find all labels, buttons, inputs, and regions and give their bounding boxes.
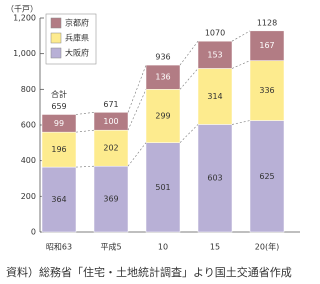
bar-segment [197,40,233,69]
value-label: 99 [54,119,64,128]
value-label: 336 [259,86,274,95]
legend-label: 大阪府 [65,48,89,58]
value-label: 100 [103,117,118,126]
bar-segment [249,120,285,233]
legend-swatch [50,32,62,44]
connector [231,30,251,42]
bar-segment [145,142,181,233]
connector [127,64,147,113]
y-tick-label: 0 [31,228,36,237]
y-tick-label: 1,200 [13,14,36,23]
y-tick-label: 400 [21,156,36,165]
connector [231,60,251,69]
connector [179,124,199,143]
value-label: 299 [155,111,170,120]
y-tick-label: 600 [21,121,36,130]
bar-segment [197,68,233,125]
total-label: 936 [155,53,170,62]
legend-label: 京都府 [65,18,89,28]
y-tick-label: 1,000 [13,49,36,58]
value-label: 364 [51,195,66,204]
bar-segment [41,166,77,233]
x-tick-label: 20(年) [255,242,279,252]
y-axis-label: （千戸） [6,4,38,14]
connector [75,129,95,133]
bar-segment [41,131,77,168]
x-tick-label: 15 [210,243,220,252]
y-tick-label: 800 [21,85,36,94]
x-tick-label: 平成5 [100,242,121,252]
value-label: 369 [103,195,118,204]
source: 資料）総務省「住宅・土地統計調査」より国土交通省作成 [6,265,292,279]
value-label: 136 [155,73,170,82]
total-label: 671 [103,100,118,109]
connector [127,89,147,131]
value-label: 603 [207,174,222,183]
value-label: 167 [259,41,274,50]
total-label: 659 [51,102,66,111]
connector [179,68,199,90]
x-tick-label: 昭和63 [46,243,72,252]
connector [231,120,251,125]
value-label: 625 [259,172,274,181]
connector [75,165,95,168]
legend-swatch [50,17,62,29]
chart: （千戸） 資料）総務省「住宅・土地統計調査」より国土交通省作成 0 200 400 6… [6,4,300,279]
bar-segment [249,30,285,61]
bar-segment [41,114,77,133]
value-label: 202 [103,144,118,153]
value-label: 501 [155,183,170,192]
total-label: 1128 [257,18,277,27]
total-caption: 合計 [51,89,67,99]
bar-segment [145,64,181,90]
bar-segment [145,89,181,143]
value-label: 153 [207,50,222,59]
bar-segment [93,112,129,131]
value-label: 196 [51,145,66,154]
value-label: 314 [207,92,222,101]
legend-swatch [50,47,62,59]
connector [179,41,199,66]
bar-segment [249,60,285,121]
bar-segment [197,124,233,233]
connector [75,112,95,115]
x-tick-label: 10 [158,243,168,252]
legend-label: 兵庫県 [65,33,89,43]
total-label: 1070 [205,29,225,38]
y-tick-label: 200 [21,192,36,201]
connector [127,142,147,167]
